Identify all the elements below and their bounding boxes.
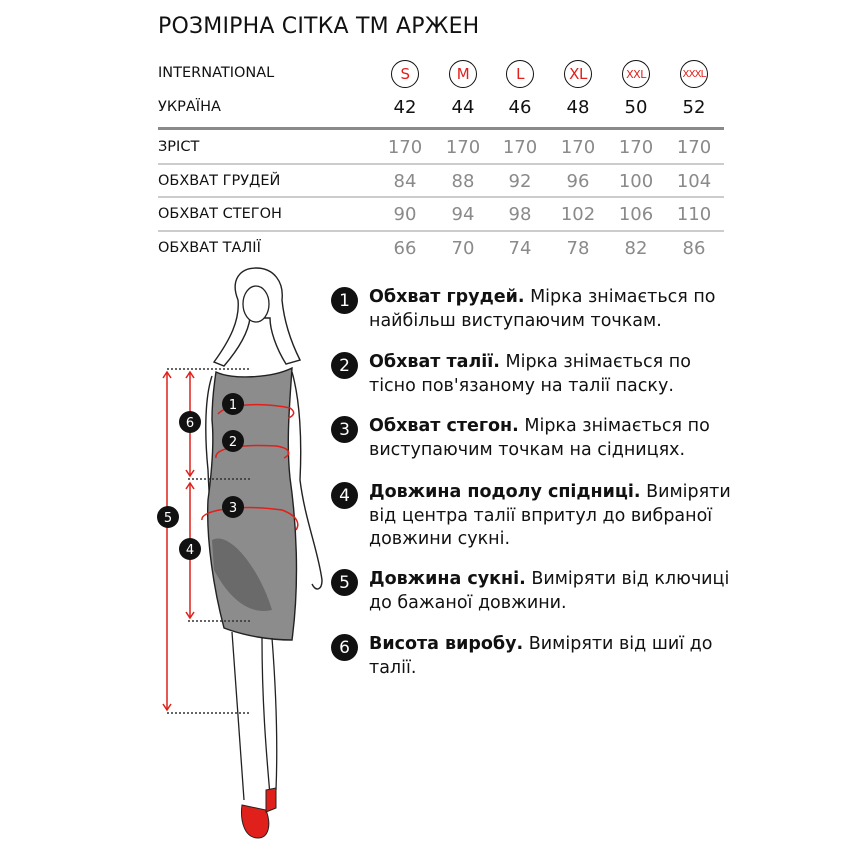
instruction-title: Довжина подолу спідниці. [369, 482, 641, 502]
instruction-title: Обхват талії. [369, 352, 500, 372]
figure-markers [157, 393, 244, 560]
table-cell: 98 [508, 204, 532, 225]
number-badge: 4 [331, 482, 358, 509]
table-cell: 104 [676, 171, 712, 192]
table-cell: 66 [393, 238, 417, 259]
table-cell: 170 [618, 137, 654, 158]
ua-size: 50 [624, 97, 648, 118]
table-cell: 170 [387, 137, 423, 158]
table-cell: 94 [451, 204, 475, 225]
number-badge: 1 [331, 287, 358, 314]
size-xxl-badge: XXL [622, 60, 650, 88]
left-shoe [241, 804, 270, 839]
marker-1-label: 1 [229, 398, 237, 413]
table-cell: 106 [618, 204, 654, 225]
instruction-item: 1 Обхват грудей. Мірка знімається по найб… [331, 286, 731, 333]
instruction-title: Обхват грудей. [369, 287, 525, 307]
ua-size: 44 [451, 97, 475, 118]
dress-shadow [212, 538, 272, 611]
ukraine-label: УКРАЇНА [158, 99, 221, 115]
size-xl-badge: XL [564, 60, 592, 88]
instruction-body: Виміряти від ключиці до бажаної довжини. [369, 569, 730, 613]
size-l-badge: L [506, 60, 534, 88]
size-m-badge: M [449, 60, 477, 88]
row-divider [158, 230, 724, 232]
legs [231, 631, 278, 801]
table-cell: 74 [508, 238, 532, 259]
instruction-item: 2 Обхват талії. Мірка знімається по тісно… [331, 351, 731, 398]
guide-lines [167, 368, 250, 714]
table-cell: 170 [502, 137, 538, 158]
table-cell: 170 [676, 137, 712, 158]
table-cell: 96 [566, 171, 590, 192]
table-divider [158, 127, 724, 130]
instruction-body: Мірка знімається по найбільш виступаючим… [369, 287, 716, 331]
instruction-item: 5 Довжина сукні. Виміряти від ключиці до … [331, 568, 731, 615]
row-label: ЗРІСТ [158, 139, 200, 155]
ua-size: 46 [508, 97, 532, 118]
table-cell: 84 [393, 171, 417, 192]
table-cell: 88 [451, 171, 475, 192]
instruction-body: Мірка знімається по тісно пов'язаному на… [369, 352, 691, 396]
instruction-body: Виміряти від шиї до талії. [369, 634, 713, 678]
marker-3-label: 3 [229, 501, 237, 516]
right-arm [291, 371, 323, 590]
marker-4 [179, 538, 201, 560]
table-cell: 100 [618, 171, 654, 192]
marker-5-label: 5 [164, 511, 172, 526]
number-badge: 6 [331, 634, 358, 661]
table-cell: 78 [566, 238, 590, 259]
marker-1 [222, 393, 244, 415]
instruction-text: Обхват стегон. Мірка знімається по висту… [369, 415, 731, 462]
instruction-text: Обхват грудей. Мірка знімається по найбі… [369, 286, 731, 333]
size-xxxl-badge: XXXL [680, 60, 708, 88]
marker-2 [222, 430, 244, 452]
marker-6-label: 6 [186, 416, 194, 431]
marker-3 [222, 496, 244, 518]
row-label: ОБХВАТ ГРУДЕЙ [158, 173, 281, 189]
instruction-item: 4 Довжина подолу спідниці. Виміряти від ц… [331, 481, 731, 552]
table-cell: 86 [682, 238, 706, 259]
instruction-text: Довжина подолу спідниці. Виміряти від це… [369, 481, 731, 552]
number-badge: 3 [331, 416, 358, 443]
instruction-title: Обхват стегон. [369, 416, 519, 436]
instruction-title: Довжина сукні. [369, 569, 526, 589]
table-cell: 92 [508, 171, 532, 192]
row-label: ОБХВАТ СТЕГОН [158, 206, 282, 222]
row-divider [158, 163, 724, 165]
instruction-text: Висота виробу. Виміряти від шиї до талії… [369, 633, 731, 680]
instruction-item: 6 Висота виробу. Виміряти від шиї до талі… [331, 633, 731, 680]
instruction-item: 3 Обхват стегон. Мірка знімається по вист… [331, 415, 731, 462]
ua-size: 42 [393, 97, 417, 118]
number-badge: 5 [331, 569, 358, 596]
marker-6 [179, 411, 201, 433]
instruction-body: Мірка знімається по виступаючим точкам н… [369, 416, 710, 460]
table-cell: 170 [445, 137, 481, 158]
table-cell: 90 [393, 204, 417, 225]
table-cell: 70 [451, 238, 475, 259]
ua-size: 52 [682, 97, 706, 118]
table-cell: 102 [560, 204, 596, 225]
table-cell: 170 [560, 137, 596, 158]
instruction-title: Висота виробу. [369, 634, 524, 654]
row-label: ОБХВАТ ТАЛІЇ [158, 240, 261, 256]
head [242, 285, 270, 323]
marker-5 [157, 506, 179, 528]
marker-2-label: 2 [229, 435, 237, 450]
instruction-text: Обхват талії. Мірка знімається по тісно … [369, 351, 731, 398]
ua-size: 48 [566, 97, 590, 118]
instruction-text: Довжина сукні. Виміряти від ключиці до б… [369, 568, 731, 615]
right-shoe [265, 787, 277, 813]
table-cell: 110 [676, 204, 712, 225]
instruction-body: Виміряти від центра талії впритул до виб… [369, 482, 731, 549]
row-divider [158, 196, 724, 198]
page-title: РОЗМІРНА СІТКА ТМ АРЖЕН [158, 14, 480, 39]
international-label: INTERNATIONAL [158, 65, 275, 81]
marker-4-label: 4 [186, 543, 194, 558]
size-s-badge: S [391, 60, 419, 88]
table-cell: 82 [624, 238, 648, 259]
number-badge: 2 [331, 352, 358, 379]
